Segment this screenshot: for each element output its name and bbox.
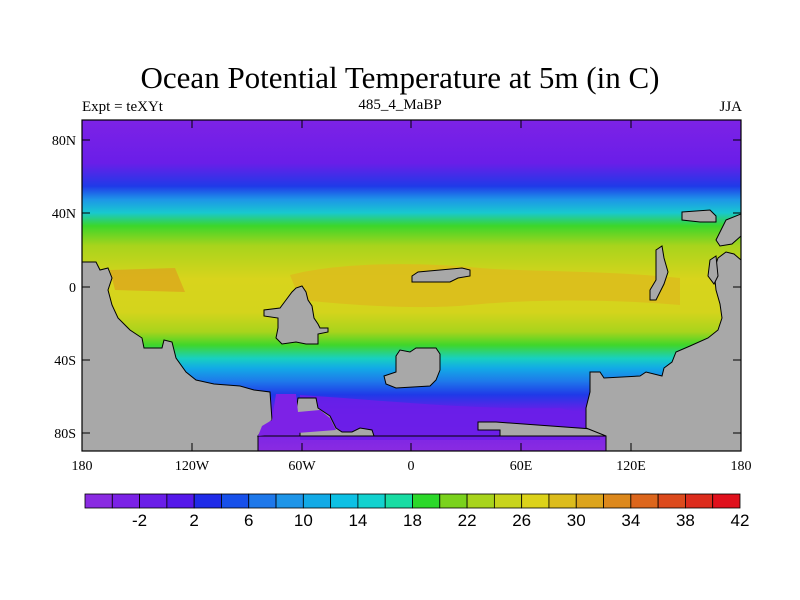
colorbar-label: 10	[294, 511, 313, 530]
colorbar-swatch	[384, 493, 413, 509]
colorbar-swatch	[302, 493, 332, 509]
colorbar-swatch	[412, 493, 441, 509]
colorbar-swatch	[466, 493, 495, 509]
eastern-narrow-strip	[649, 245, 669, 301]
colorbar-swatch	[685, 493, 714, 509]
colorbar-label: 22	[458, 511, 477, 530]
eastern-small-island	[707, 255, 719, 285]
colorbar-swatch	[521, 493, 550, 509]
x-axis-ticks	[81, 120, 742, 451]
season-label: JJA	[719, 99, 742, 115]
colorbar-swatch	[657, 493, 686, 509]
colorbar-swatch	[575, 493, 604, 509]
colorbar-swatch	[166, 493, 195, 509]
experiment-label: Expt = teXYt	[82, 99, 163, 115]
warm-tropical-band	[290, 264, 680, 308]
time-period-label: 485_4_MaBP	[358, 97, 442, 113]
colorbar-label: 14	[348, 511, 367, 530]
colorbar-swatch	[111, 493, 140, 509]
equatorial-island	[411, 267, 471, 283]
y-tick-label: 80N	[52, 134, 76, 149]
colorbar-swatch	[712, 493, 741, 509]
colorbar-swatch	[603, 493, 632, 509]
eastern-land-mass	[585, 251, 741, 451]
colorbar	[84, 493, 741, 509]
x-tick-label: 0	[408, 459, 415, 474]
y-axis-labels: 80N 40N 0 40S 80S	[52, 134, 76, 442]
x-tick-label: 60W	[288, 459, 316, 474]
x-tick-label: 60E	[510, 459, 533, 474]
colorbar-label: 2	[189, 511, 198, 530]
colorbar-swatch	[548, 493, 577, 509]
map-title: Ocean Potential Temperature at 5m (in C)	[140, 60, 660, 95]
colorbar-label: -2	[132, 511, 147, 530]
colorbar-swatch	[84, 493, 113, 509]
y-axis-ticks	[82, 139, 741, 434]
y-tick-label: 80S	[54, 427, 76, 442]
colorbar-swatch	[139, 493, 168, 509]
x-tick-label: 120W	[175, 459, 210, 474]
y-tick-label: 40N	[52, 207, 76, 222]
colorbar-label: 18	[403, 511, 422, 530]
x-tick-label: 120E	[616, 459, 646, 474]
warm-western-patch	[110, 268, 185, 292]
colorbar-swatch	[193, 493, 222, 509]
northeast-island	[681, 209, 717, 223]
colorbar-swatch	[275, 493, 304, 509]
south-central-island	[383, 347, 441, 389]
colorbar-swatch	[493, 493, 523, 509]
colorbar-label: 42	[731, 511, 750, 530]
x-axis-labels: 180 120W 60W 0 60E 120E 180	[72, 459, 752, 474]
central-continent	[263, 285, 329, 345]
colorbar-swatch	[439, 493, 468, 509]
colorbar-label: 6	[244, 511, 253, 530]
colorbar-swatch	[630, 493, 659, 509]
antarctic-ocean-fill	[258, 394, 336, 436]
colorbar-labels: -2 2 6 10 14 18 22 26 30 34 38 42	[132, 511, 749, 530]
y-tick-label: 0	[69, 281, 76, 296]
colorbar-label: 26	[512, 511, 531, 530]
colorbar-swatch	[357, 493, 386, 509]
colorbar-swatch	[330, 493, 359, 509]
eastern-coast-strip	[715, 213, 741, 247]
colorbar-label: 34	[621, 511, 640, 530]
map-plot-area	[82, 120, 741, 451]
x-tick-label: 180	[731, 459, 752, 474]
x-tick-label: 180	[72, 459, 93, 474]
colorbar-label: 30	[567, 511, 586, 530]
y-tick-label: 40S	[54, 354, 76, 369]
colorbar-label: 38	[676, 511, 695, 530]
western-land-mass	[82, 261, 607, 451]
colorbar-swatch	[248, 493, 277, 509]
colorbar-swatch	[221, 493, 250, 509]
